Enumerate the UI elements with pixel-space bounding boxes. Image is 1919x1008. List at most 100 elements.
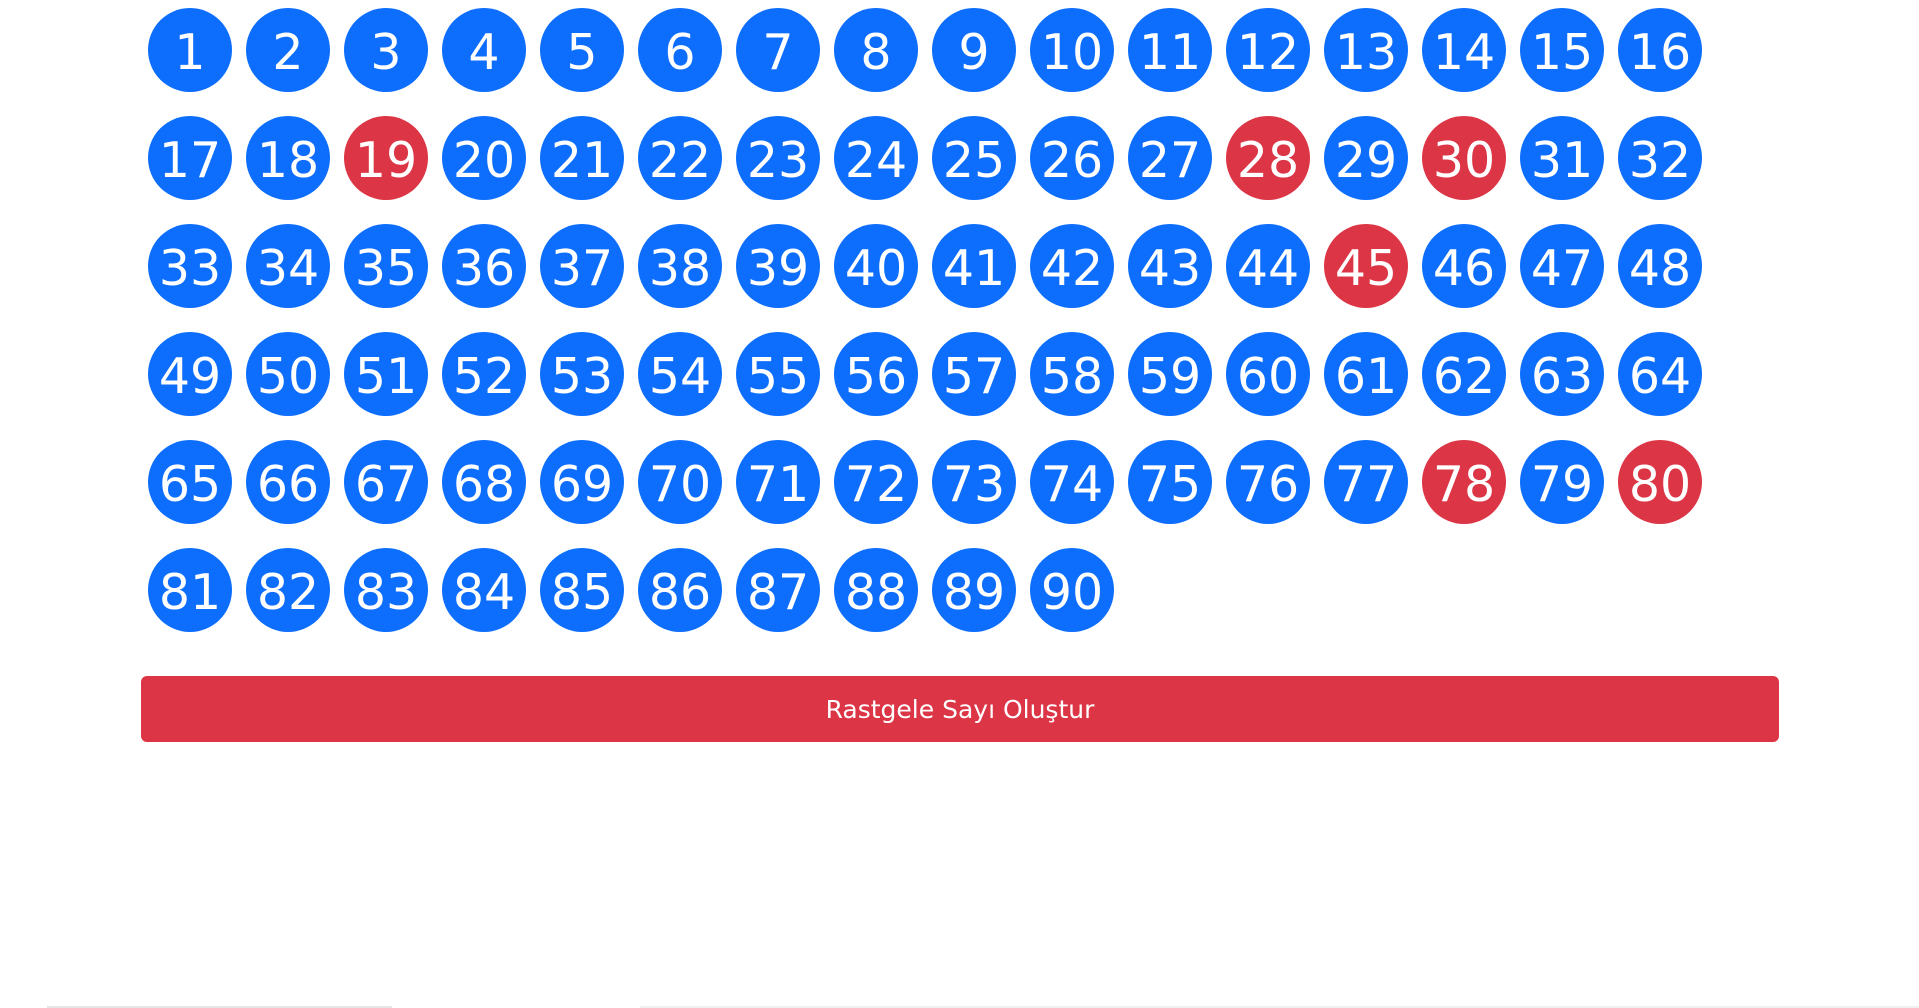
number-ball[interactable]: 3 bbox=[344, 8, 428, 92]
number-ball[interactable]: 7 bbox=[736, 8, 820, 92]
number-ball[interactable]: 68 bbox=[442, 440, 526, 524]
number-ball[interactable]: 36 bbox=[442, 224, 526, 308]
number-ball[interactable]: 21 bbox=[540, 116, 624, 200]
number-ball[interactable]: 60 bbox=[1226, 332, 1310, 416]
number-ball-label: 76 bbox=[1236, 455, 1300, 513]
drawn-number-ball[interactable]: 19 bbox=[344, 116, 428, 200]
number-ball[interactable]: 89 bbox=[932, 548, 1016, 632]
number-ball-label: 49 bbox=[158, 347, 222, 405]
number-ball[interactable]: 84 bbox=[442, 548, 526, 632]
number-ball[interactable]: 23 bbox=[736, 116, 820, 200]
number-ball[interactable]: 25 bbox=[932, 116, 1016, 200]
drawn-number-ball[interactable]: 30 bbox=[1422, 116, 1506, 200]
number-ball[interactable]: 29 bbox=[1324, 116, 1408, 200]
number-ball[interactable]: 74 bbox=[1030, 440, 1114, 524]
number-ball[interactable]: 76 bbox=[1226, 440, 1310, 524]
number-ball[interactable]: 16 bbox=[1618, 8, 1702, 92]
number-ball[interactable]: 65 bbox=[148, 440, 232, 524]
number-ball[interactable]: 11 bbox=[1128, 8, 1212, 92]
number-ball-label: 31 bbox=[1530, 131, 1594, 189]
number-ball[interactable]: 58 bbox=[1030, 332, 1114, 416]
number-ball[interactable]: 1 bbox=[148, 8, 232, 92]
number-ball[interactable]: 39 bbox=[736, 224, 820, 308]
number-ball[interactable]: 70 bbox=[638, 440, 722, 524]
number-ball[interactable]: 10 bbox=[1030, 8, 1114, 92]
number-ball[interactable]: 5 bbox=[540, 8, 624, 92]
number-ball[interactable]: 67 bbox=[344, 440, 428, 524]
number-ball[interactable]: 46 bbox=[1422, 224, 1506, 308]
number-ball[interactable]: 86 bbox=[638, 548, 722, 632]
number-ball[interactable]: 15 bbox=[1520, 8, 1604, 92]
number-ball[interactable]: 37 bbox=[540, 224, 624, 308]
number-ball[interactable]: 55 bbox=[736, 332, 820, 416]
number-ball[interactable]: 52 bbox=[442, 332, 526, 416]
number-ball[interactable]: 66 bbox=[246, 440, 330, 524]
number-ball[interactable]: 9 bbox=[932, 8, 1016, 92]
drawn-number-ball[interactable]: 28 bbox=[1226, 116, 1310, 200]
drawn-number-ball[interactable]: 45 bbox=[1324, 224, 1408, 308]
generate-random-number-button[interactable]: Rastgele Sayı Oluştur bbox=[141, 676, 1779, 742]
number-ball[interactable]: 62 bbox=[1422, 332, 1506, 416]
bottom-divider-right bbox=[640, 1006, 1919, 1008]
number-ball[interactable]: 33 bbox=[148, 224, 232, 308]
number-ball[interactable]: 12 bbox=[1226, 8, 1310, 92]
number-ball[interactable]: 2 bbox=[246, 8, 330, 92]
number-ball[interactable]: 79 bbox=[1520, 440, 1604, 524]
number-ball[interactable]: 8 bbox=[834, 8, 918, 92]
number-ball[interactable]: 71 bbox=[736, 440, 820, 524]
number-ball[interactable]: 51 bbox=[344, 332, 428, 416]
number-ball[interactable]: 69 bbox=[540, 440, 624, 524]
number-ball[interactable]: 49 bbox=[148, 332, 232, 416]
number-ball[interactable]: 13 bbox=[1324, 8, 1408, 92]
number-ball-label: 12 bbox=[1236, 23, 1300, 81]
drawn-number-ball[interactable]: 80 bbox=[1618, 440, 1702, 524]
number-ball[interactable]: 53 bbox=[540, 332, 624, 416]
number-ball[interactable]: 72 bbox=[834, 440, 918, 524]
number-ball[interactable]: 64 bbox=[1618, 332, 1702, 416]
number-board-container: 1 2 3 4 5 6 7 8 9 10 11 12 13 14 15 16 17 18 19 20 21 22 23 24 2… bbox=[141, 0, 1779, 640]
number-ball[interactable]: 73 bbox=[932, 440, 1016, 524]
number-ball[interactable]: 14 bbox=[1422, 8, 1506, 92]
number-ball[interactable]: 83 bbox=[344, 548, 428, 632]
number-ball[interactable]: 57 bbox=[932, 332, 1016, 416]
number-ball[interactable]: 38 bbox=[638, 224, 722, 308]
number-ball[interactable]: 59 bbox=[1128, 332, 1212, 416]
number-ball[interactable]: 50 bbox=[246, 332, 330, 416]
number-ball-label: 54 bbox=[648, 347, 712, 405]
number-ball[interactable]: 35 bbox=[344, 224, 428, 308]
number-ball[interactable]: 61 bbox=[1324, 332, 1408, 416]
number-ball[interactable]: 6 bbox=[638, 8, 722, 92]
number-ball[interactable]: 41 bbox=[932, 224, 1016, 308]
number-ball-label: 21 bbox=[550, 131, 614, 189]
number-ball[interactable]: 87 bbox=[736, 548, 820, 632]
number-ball[interactable]: 81 bbox=[148, 548, 232, 632]
number-ball[interactable]: 20 bbox=[442, 116, 526, 200]
number-ball[interactable]: 17 bbox=[148, 116, 232, 200]
number-ball[interactable]: 75 bbox=[1128, 440, 1212, 524]
number-ball[interactable]: 24 bbox=[834, 116, 918, 200]
number-ball[interactable]: 42 bbox=[1030, 224, 1114, 308]
number-ball[interactable]: 27 bbox=[1128, 116, 1212, 200]
number-ball[interactable]: 88 bbox=[834, 548, 918, 632]
number-ball[interactable]: 31 bbox=[1520, 116, 1604, 200]
number-ball[interactable]: 85 bbox=[540, 548, 624, 632]
number-ball[interactable]: 26 bbox=[1030, 116, 1114, 200]
number-ball[interactable]: 18 bbox=[246, 116, 330, 200]
number-ball[interactable]: 32 bbox=[1618, 116, 1702, 200]
number-ball[interactable]: 40 bbox=[834, 224, 918, 308]
number-ball[interactable]: 43 bbox=[1128, 224, 1212, 308]
number-ball[interactable]: 44 bbox=[1226, 224, 1310, 308]
number-ball[interactable]: 48 bbox=[1618, 224, 1702, 308]
number-ball[interactable]: 77 bbox=[1324, 440, 1408, 524]
number-ball-label: 74 bbox=[1040, 455, 1104, 513]
number-ball[interactable]: 56 bbox=[834, 332, 918, 416]
drawn-number-ball[interactable]: 78 bbox=[1422, 440, 1506, 524]
number-ball[interactable]: 82 bbox=[246, 548, 330, 632]
number-ball[interactable]: 90 bbox=[1030, 548, 1114, 632]
number-ball[interactable]: 47 bbox=[1520, 224, 1604, 308]
number-ball[interactable]: 4 bbox=[442, 8, 526, 92]
number-ball[interactable]: 34 bbox=[246, 224, 330, 308]
number-ball[interactable]: 22 bbox=[638, 116, 722, 200]
number-ball[interactable]: 54 bbox=[638, 332, 722, 416]
number-ball[interactable]: 63 bbox=[1520, 332, 1604, 416]
